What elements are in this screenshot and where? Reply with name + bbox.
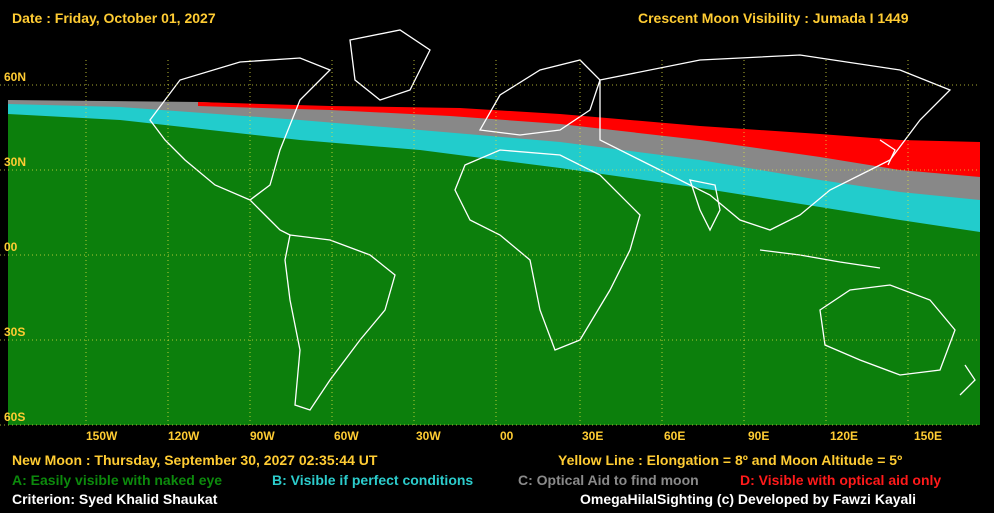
credit-label: OmegaHilalSighting (c) Developed by Fawz… (580, 491, 917, 507)
lon-label-60w: 60W (334, 429, 359, 443)
criterion-label: Criterion: Syed Khalid Shaukat (12, 491, 218, 507)
lon-label-00: 00 (500, 429, 514, 443)
zone-c-optical-aid-to-find (8, 100, 980, 200)
lat-label-60s: 60S (4, 410, 26, 424)
lat-label-30s: 30S (4, 325, 26, 339)
legend-c: C: Optical Aid to find moon (518, 472, 699, 488)
legend-d: D: Visible with optical aid only (740, 472, 942, 488)
date-label: Date : Friday, October 01, 2027 (12, 10, 216, 26)
yellow-line-label: Yellow Line : Elongation = 8º and Moon A… (558, 452, 903, 468)
lon-label-90w: 90W (250, 429, 275, 443)
lon-label-150e: 150E (914, 429, 943, 443)
lon-label-60e: 60E (664, 429, 686, 443)
map-title: Crescent Moon Visibility : Jumada I 1449 (638, 10, 909, 26)
lon-label-30w: 30W (416, 429, 441, 443)
lon-label-120e: 120E (830, 429, 859, 443)
lat-label-30n: 30N (4, 155, 27, 169)
graticule (0, 60, 980, 428)
new-moon-label: New Moon : Thursday, September 30, 2027 … (12, 452, 378, 468)
zone-b-perfect-conditions (8, 102, 980, 232)
lon-label-120w: 120W (168, 429, 200, 443)
legend-a: A: Easily visible with naked eye (12, 472, 223, 488)
lon-label-150w: 150W (86, 429, 118, 443)
lat-label-60n: 60N (4, 70, 27, 84)
lon-label-90e: 90E (748, 429, 770, 443)
legend-b: B: Visible if perfect conditions (272, 472, 474, 488)
lat-label-00: 00 (4, 240, 18, 254)
lon-label-30e: 30E (582, 429, 604, 443)
zone-d-optical-aid-only (198, 102, 980, 177)
zone-a-easily-visible (8, 112, 980, 425)
